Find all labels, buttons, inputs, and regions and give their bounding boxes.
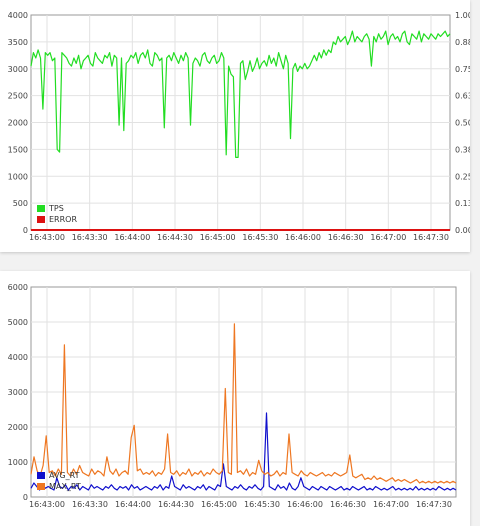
y-tick-label: 2000 (8, 423, 28, 432)
y-tick-label: 3000 (8, 388, 28, 397)
y-tick-label: 2500 (8, 92, 28, 101)
x-tick-label: 16:43:00 (29, 233, 65, 242)
x-tick-label: 16:43:30 (72, 233, 108, 242)
legend-label: TPS (48, 204, 64, 213)
response-time-chart-card: 0 1000 2000 3000 4000 5000 6000 16:43:00 16:43:3… (0, 271, 470, 526)
y-tick-label: 4000 (8, 11, 28, 20)
x-tick-label: 16:45:00 (201, 500, 237, 509)
x-tick-label: 16:47:00 (373, 500, 409, 509)
y-tick-label: 1000 (8, 458, 28, 467)
y-tick-label: 3500 (8, 38, 28, 47)
y2-tick-label: 0.88 (455, 38, 470, 47)
tps-chart-card: 0 500 1000 1500 2000 2500 3000 3500 4000 0.00 0.13… (0, 0, 470, 252)
x-tick-label: 16:43:00 (29, 500, 65, 509)
response-time-chart: 0 1000 2000 3000 4000 5000 6000 16:43:00 16:43:3… (8, 283, 457, 509)
legend-swatch (37, 472, 45, 479)
x-tick-label: 16:45:30 (242, 233, 278, 242)
series-line-tps (30, 30, 451, 158)
y2-tick-label: 0.75 (455, 65, 470, 74)
x-tick-label: 16:46:30 (328, 233, 364, 242)
x-tick-label: 16:44:00 (114, 233, 150, 242)
legend-swatch (37, 205, 45, 212)
legend-swatch (37, 483, 45, 490)
y-tick-label: 6000 (8, 283, 28, 292)
y2-tick-label: 0.25 (455, 172, 470, 181)
y-tick-label: 2000 (8, 119, 28, 128)
x-tick-label: 16:46:00 (285, 233, 321, 242)
y2-tick-label: 0.13 (455, 199, 470, 208)
x-tick-label: 16:45:30 (244, 500, 280, 509)
x-tick-label: 16:47:30 (413, 233, 449, 242)
y-tick-label: 4000 (8, 353, 28, 362)
x-tick-label: 16:45:00 (200, 233, 236, 242)
tps-chart: 0 500 1000 1500 2000 2500 3000 3500 4000 0.00 0.13… (8, 11, 470, 242)
y-tick-label: 5000 (8, 318, 28, 327)
series-line-avg-rt (30, 412, 457, 491)
x-tick-label: 16:44:30 (157, 233, 193, 242)
y-tick-label: 1000 (8, 172, 28, 181)
legend-label: MAX_RT (49, 482, 81, 491)
x-tick-label: 16:44:00 (115, 500, 151, 509)
x-tick-label: 16:43:30 (72, 500, 108, 509)
y2-tick-label: 1.00 (455, 11, 470, 20)
y2-tick-label: 0.63 (455, 92, 470, 101)
y-tick-label: 1500 (8, 145, 28, 154)
y-tick-label: 0 (23, 493, 28, 502)
y-tick-label: 500 (13, 199, 28, 208)
x-tick-label: 16:46:30 (330, 500, 366, 509)
x-tick-label: 16:47:00 (370, 233, 406, 242)
legend-label: ERROR (49, 215, 77, 224)
y2-tick-label: 0.00 (455, 226, 470, 235)
y-tick-label: 3000 (8, 65, 28, 74)
legend-label: AVG_RT (49, 471, 80, 480)
legend-swatch (37, 216, 45, 223)
series-line-max-rt (30, 323, 457, 484)
y-tick-label: 0 (23, 226, 28, 235)
x-tick-label: 16:44:30 (158, 500, 194, 509)
y2-tick-label: 0.50 (455, 119, 470, 128)
x-tick-label: 16:46:00 (287, 500, 323, 509)
y2-tick-label: 0.38 (455, 145, 470, 154)
x-tick-label: 16:47:30 (416, 500, 452, 509)
